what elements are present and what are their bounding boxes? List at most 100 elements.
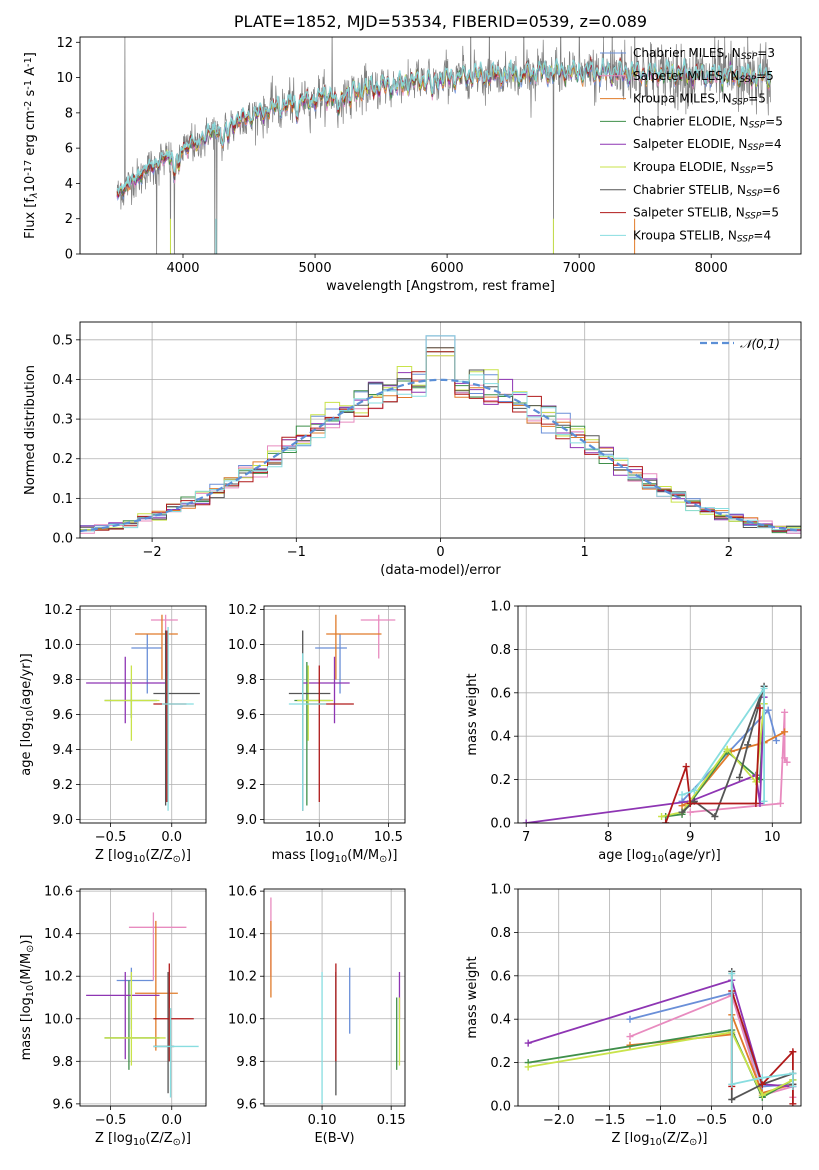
y-tick-label: 10.0	[44, 638, 73, 653]
y-tick-label: 10.2	[44, 970, 73, 985]
data-point	[686, 808, 694, 816]
x-tick-label: 0.10	[308, 1113, 337, 1128]
weight_vs_age-axes: 7 8 9 10 0.0 0.2 0.4 0.6 0.8 1.0 age [log10(age/yr…	[465, 600, 802, 865]
y-tick-label: 10.4	[228, 927, 257, 942]
y-tick-label: 10	[56, 71, 73, 86]
plot-area	[86, 614, 200, 811]
y-tick-label: 1.0	[490, 883, 511, 898]
data-point	[760, 797, 768, 805]
y-tick-label: 4	[65, 177, 73, 192]
x-tick-label: −2	[143, 545, 162, 560]
y-tick-label: 9.8	[52, 1055, 73, 1070]
data-point	[772, 737, 780, 745]
errorbar-point	[302, 656, 350, 724]
age_vs_Z-axes: −0.5 0.0 9.0 9.2 9.4 9.6 9.8 10.0 10.2 Z [log10(Z…	[19, 603, 207, 865]
x-tick-label: 1	[581, 545, 589, 560]
y-tick-label: 9.6	[236, 708, 257, 723]
y-tick-label: 12	[56, 36, 73, 51]
legend-entry: Salpeter MILES, NSSP=5	[633, 69, 774, 85]
data-point	[658, 812, 666, 820]
data-point	[626, 1033, 634, 1041]
data-point	[711, 812, 719, 820]
data-point	[783, 758, 791, 766]
y-tick-label: 9.8	[236, 673, 257, 688]
y-tick-label: 10.4	[44, 927, 73, 942]
errorbar-point	[104, 971, 166, 1066]
x-tick-label: −1	[287, 545, 306, 560]
x-tick-label: 5000	[299, 261, 332, 276]
legend: Chabrier MILES, NSSP=3 Salpeter MILES, NS…	[600, 46, 783, 245]
x-axis-label: Z [log10(Z/Z⊙)]	[95, 1131, 191, 1148]
y-tick-label: 0.3	[52, 413, 73, 428]
y-tick-label: 2	[65, 212, 73, 227]
y-tick-label: 10.0	[228, 638, 257, 653]
y-axis-label: Normed distribution	[23, 365, 38, 495]
series-line	[681, 685, 765, 802]
y-axis-label: mass weight	[465, 956, 480, 1038]
y-tick-label: 9.2	[52, 778, 73, 793]
x-axis-label: age [log10(age/yr)]	[598, 848, 721, 865]
y-tick-label: 0.2	[52, 452, 73, 467]
mass_vs_EBV-axes: 0.10 0.15 9.6 9.8 10.0 10.2 10.4 10.6 E(B-V)	[228, 885, 406, 1146]
x-tick-label: 7	[522, 830, 530, 845]
y-axis-label: mass [log10(M/M⊙)]	[19, 935, 36, 1061]
y-tick-label: 0.4	[490, 730, 511, 745]
y-tick-label: 10.0	[228, 1012, 257, 1027]
y-tick-label: 0.2	[490, 1056, 511, 1071]
legend-entry: 𝒩(0,1)	[740, 337, 780, 351]
x-tick-label: 0	[436, 545, 444, 560]
data-point	[728, 1080, 736, 1088]
y-tick-label: 10.2	[228, 603, 257, 618]
data-point	[678, 808, 686, 816]
axes-frame	[79, 36, 802, 255]
x-tick-label: 8	[604, 830, 612, 845]
data-point	[789, 1069, 797, 1077]
data-point	[789, 1082, 797, 1090]
x-axis-label: Z [log10(Z/Z⊙)]	[95, 848, 191, 865]
y-tick-label: 8	[65, 106, 73, 121]
axes-frame	[263, 605, 406, 824]
normal-distribution-curve	[80, 378, 799, 533]
y-tick-label: 0.6	[490, 969, 511, 984]
data-point	[789, 1100, 797, 1106]
y-tick-label: 1.0	[490, 600, 511, 615]
data-point	[682, 763, 690, 771]
data-point	[690, 786, 698, 794]
series-salpeter-elodie	[522, 693, 768, 823]
age_vs_mass-axes: 10.0 10.5 9.0 9.2 9.4 9.6 9.8 10.0 10.2 mass [log…	[228, 603, 406, 865]
x-tick-label: 10	[764, 830, 781, 845]
data-point	[678, 802, 686, 810]
x-tick-label: −1.0	[645, 1113, 677, 1128]
legend-entry: Kroupa STELIB, NSSP=4	[633, 228, 771, 244]
errorbar-point	[116, 967, 154, 1030]
data-point	[764, 706, 772, 714]
y-tick-label: 0.2	[490, 773, 511, 788]
y-tick-label: 0.4	[490, 1013, 511, 1028]
series-salpeter-miles	[686, 708, 791, 816]
data-point	[744, 741, 752, 749]
errorbar-point	[153, 630, 187, 802]
data-point	[758, 1074, 766, 1082]
errorbar-point	[288, 653, 327, 811]
axes-frame	[517, 888, 802, 1107]
x-tick-label: 0.0	[161, 1113, 182, 1128]
data-point	[728, 970, 736, 978]
weight_vs_Z-axes: −2.0 −1.5 −1.0 −0.5 0.0 0.0 0.2 0.4 0.6 0.8 1.0 Z […	[465, 883, 802, 1148]
legend-entry: Salpeter STELIB, NSSP=5	[633, 206, 779, 222]
y-axis-label: Flux [fλ10-17 erg cm-2 s-1 A-1]	[23, 52, 40, 239]
legend-entry: Chabrier STELIB, NSSP=6	[633, 183, 780, 199]
x-axis-label: mass [log10(M/M⊙)]	[272, 848, 398, 865]
y-tick-label: 9.6	[52, 1097, 73, 1112]
x-tick-label: 4000	[166, 261, 199, 276]
y-tick-label: 0.5	[52, 333, 73, 348]
x-tick-label: 0.15	[377, 1113, 406, 1128]
data-point	[524, 1039, 532, 1047]
x-tick-label: −2.0	[543, 1113, 575, 1128]
y-tick-label: 9.8	[236, 1055, 257, 1070]
errorbar-point	[150, 614, 178, 676]
y-tick-label: 0.4	[52, 373, 73, 388]
axes-frame	[79, 888, 207, 1107]
x-tick-label: −0.5	[696, 1113, 728, 1128]
x-tick-label: 10.0	[305, 830, 334, 845]
y-tick-label: 0.0	[490, 817, 511, 832]
